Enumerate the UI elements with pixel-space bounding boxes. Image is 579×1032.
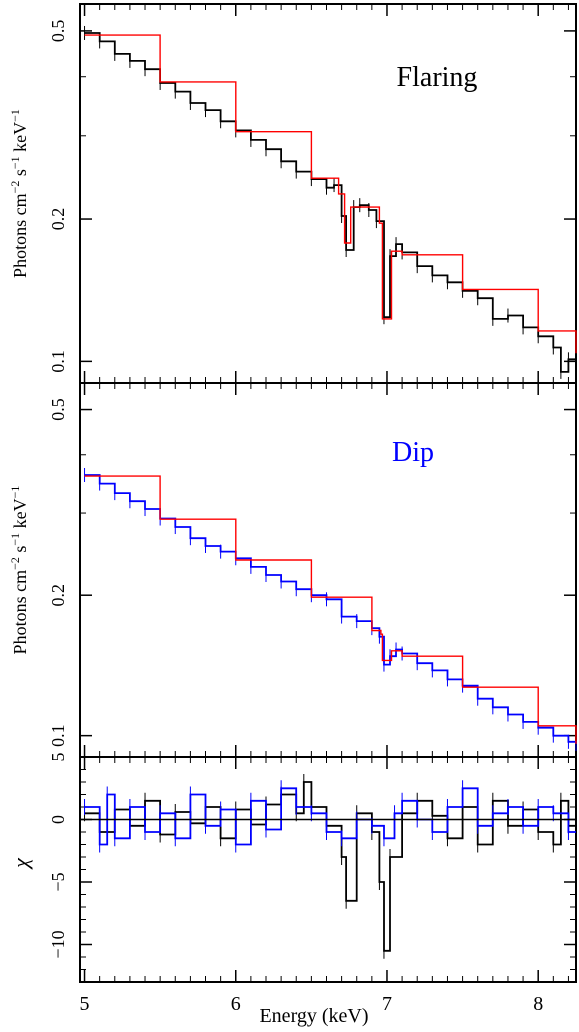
y-label-superscript: −1 bbox=[8, 533, 22, 546]
plot-frame bbox=[79, 756, 577, 983]
x-tick-label: 6 bbox=[231, 993, 241, 1015]
y-label-superscript: −2 bbox=[8, 557, 22, 570]
panel-annotation: Dip bbox=[392, 437, 434, 468]
model-curve bbox=[84, 34, 577, 354]
y-label-text: s bbox=[10, 546, 30, 558]
y-tick-label: 5 bbox=[48, 753, 68, 762]
x-tick-label: 5 bbox=[80, 993, 90, 1015]
flaring-residuals-curve bbox=[84, 781, 576, 952]
y-label-text: keV bbox=[10, 122, 30, 157]
data-curve bbox=[84, 474, 577, 744]
dip-residuals-curve bbox=[84, 787, 576, 846]
y-label-superscript: −1 bbox=[8, 156, 22, 169]
y-tick-label: 0.2 bbox=[48, 584, 68, 607]
y-tick-label: 0.5 bbox=[48, 398, 68, 421]
y-tick-label: 0.1 bbox=[48, 724, 68, 747]
y-label-text: Photons cm bbox=[10, 570, 30, 655]
y-tick-label: 0.2 bbox=[48, 208, 68, 231]
panel-annotation: Flaring bbox=[397, 62, 478, 93]
y-label-text: Photons cm bbox=[10, 193, 30, 278]
y-axis-label: Photons cm−2 s−1 keV−1 bbox=[8, 109, 30, 278]
y-label-superscript: −1 bbox=[8, 486, 22, 499]
y-tick-label: 0.1 bbox=[48, 350, 68, 373]
y-tick-label: −5 bbox=[48, 872, 68, 891]
plot-frame bbox=[79, 382, 577, 758]
y-tick-label: 0 bbox=[48, 815, 68, 824]
x-tick-label: 7 bbox=[382, 993, 392, 1015]
y-tick-label: −10 bbox=[48, 930, 68, 958]
y-axis-label: χ bbox=[8, 857, 33, 870]
y-axis-label: Photons cm−2 s−1 keV−1 bbox=[8, 486, 30, 655]
y-label-text: keV bbox=[10, 498, 30, 533]
x-axis-label: Energy (keV) bbox=[259, 1005, 368, 1027]
y-label-superscript: −2 bbox=[8, 181, 22, 194]
y-label-superscript: −1 bbox=[8, 109, 22, 122]
residuals-panel: −10 −5 0 5 χ 5 6 7 8 Energy (keV) bbox=[8, 753, 577, 1027]
plot-frame bbox=[79, 3, 577, 384]
x-tick-label: 8 bbox=[533, 993, 543, 1015]
y-tick-label: 0.5 bbox=[48, 20, 68, 43]
y-label-text: s bbox=[10, 169, 30, 181]
model-curve bbox=[84, 475, 577, 744]
data-curve bbox=[84, 32, 577, 373]
